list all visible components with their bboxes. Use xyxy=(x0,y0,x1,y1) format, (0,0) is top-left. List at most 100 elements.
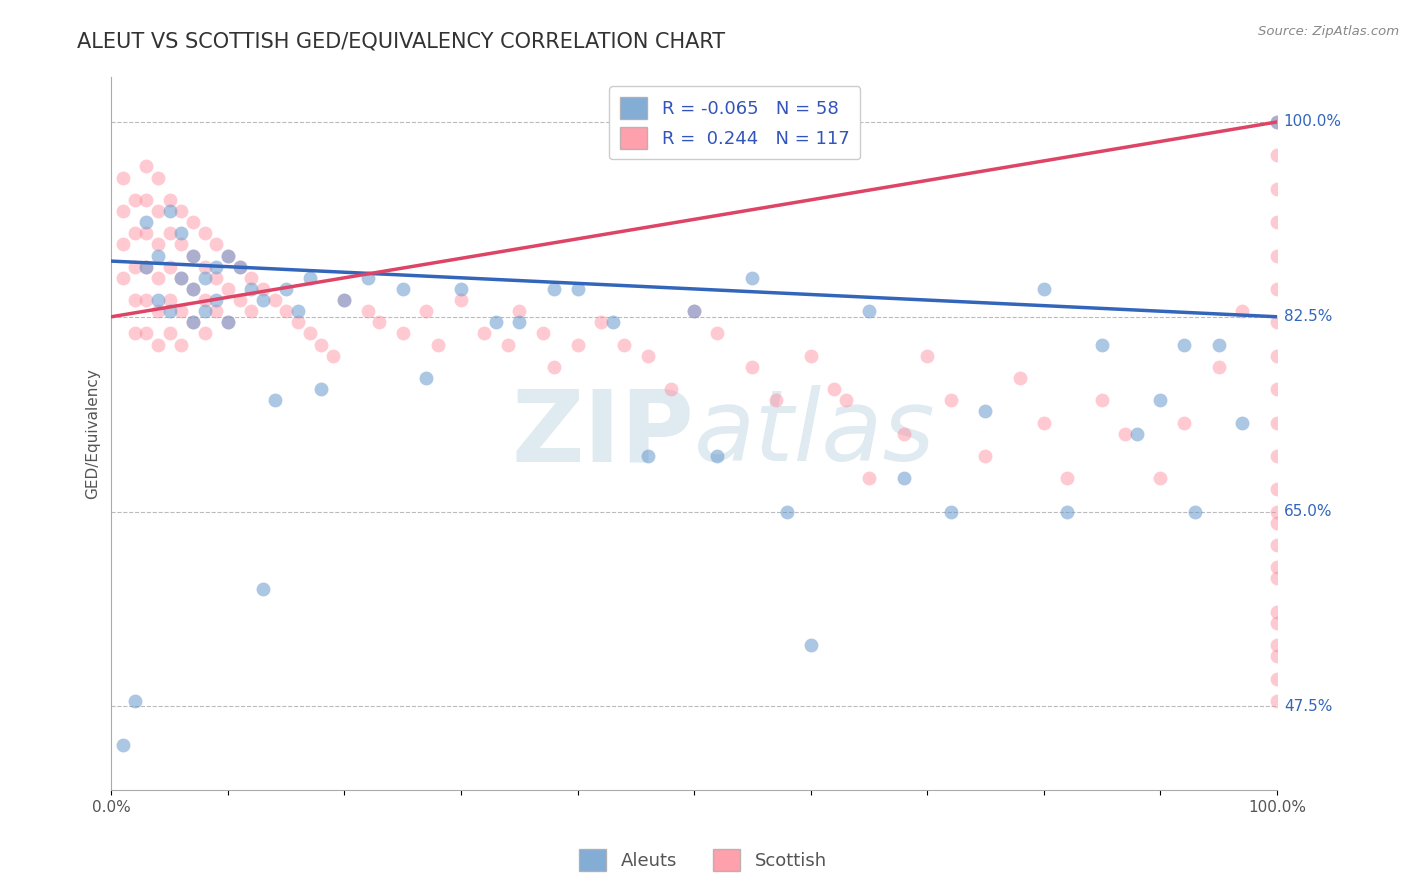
Text: 47.5%: 47.5% xyxy=(1284,698,1331,714)
Point xyxy=(589,315,612,329)
Point xyxy=(217,248,239,262)
Point xyxy=(391,326,413,341)
Point xyxy=(135,193,157,207)
Point xyxy=(124,193,146,207)
Point xyxy=(112,170,135,185)
Point xyxy=(298,326,321,341)
Point xyxy=(1265,449,1288,463)
Point xyxy=(228,293,250,307)
Point xyxy=(135,160,157,174)
Point xyxy=(1265,560,1288,574)
Point xyxy=(834,393,856,408)
Point xyxy=(159,204,181,219)
Point xyxy=(146,293,169,307)
Point xyxy=(776,504,799,518)
Legend: Aleuts, Scottish: Aleuts, Scottish xyxy=(572,842,834,879)
Point xyxy=(602,315,624,329)
Point xyxy=(357,270,380,285)
Point xyxy=(170,337,193,351)
Point xyxy=(124,694,146,708)
Point xyxy=(146,304,169,318)
Point xyxy=(637,449,659,463)
Point xyxy=(124,293,146,307)
Point xyxy=(637,349,659,363)
Point xyxy=(741,359,763,374)
Point xyxy=(252,582,274,597)
Point xyxy=(974,449,997,463)
Point xyxy=(124,260,146,274)
Point xyxy=(858,304,880,318)
Point xyxy=(181,315,204,329)
Point xyxy=(194,326,217,341)
Point xyxy=(613,337,636,351)
Point xyxy=(508,304,530,318)
Point xyxy=(240,270,263,285)
Point xyxy=(1230,304,1253,318)
Point xyxy=(159,193,181,207)
Point xyxy=(322,349,344,363)
Point xyxy=(159,293,181,307)
Point xyxy=(357,304,380,318)
Point xyxy=(1032,282,1054,296)
Point xyxy=(252,282,274,296)
Point xyxy=(194,293,217,307)
Point xyxy=(1091,337,1114,351)
Point xyxy=(426,337,449,351)
Point xyxy=(205,293,228,307)
Point xyxy=(1265,694,1288,708)
Point xyxy=(1265,282,1288,296)
Point xyxy=(309,382,332,396)
Point xyxy=(858,471,880,485)
Point xyxy=(287,304,309,318)
Point xyxy=(135,227,157,241)
Point xyxy=(1265,638,1288,652)
Point xyxy=(170,270,193,285)
Point xyxy=(1056,504,1078,518)
Point xyxy=(450,282,472,296)
Point xyxy=(146,237,169,252)
Point xyxy=(1126,426,1149,441)
Point xyxy=(1265,115,1288,129)
Point xyxy=(1265,349,1288,363)
Point xyxy=(915,349,938,363)
Point xyxy=(1265,605,1288,619)
Point xyxy=(194,260,217,274)
Point xyxy=(1173,337,1195,351)
Point xyxy=(309,337,332,351)
Point xyxy=(263,293,285,307)
Point xyxy=(1149,471,1171,485)
Point xyxy=(146,248,169,262)
Point xyxy=(333,293,356,307)
Point xyxy=(1184,504,1206,518)
Point xyxy=(567,337,589,351)
Point xyxy=(683,304,706,318)
Point xyxy=(276,304,298,318)
Point xyxy=(159,304,181,318)
Point xyxy=(181,282,204,296)
Point xyxy=(800,349,823,363)
Point xyxy=(706,449,728,463)
Point xyxy=(112,204,135,219)
Point xyxy=(800,638,823,652)
Point xyxy=(124,326,146,341)
Point xyxy=(1265,115,1288,129)
Point xyxy=(135,326,157,341)
Text: 65.0%: 65.0% xyxy=(1284,504,1333,519)
Point xyxy=(893,426,915,441)
Point xyxy=(659,382,682,396)
Point xyxy=(228,260,250,274)
Point xyxy=(683,304,706,318)
Point xyxy=(135,215,157,229)
Point xyxy=(939,393,962,408)
Point xyxy=(1091,393,1114,408)
Point xyxy=(391,282,413,296)
Point xyxy=(472,326,495,341)
Text: ALEUT VS SCOTTISH GED/EQUIVALENCY CORRELATION CHART: ALEUT VS SCOTTISH GED/EQUIVALENCY CORREL… xyxy=(77,31,725,51)
Point xyxy=(181,282,204,296)
Point xyxy=(170,204,193,219)
Point xyxy=(1056,471,1078,485)
Point xyxy=(1173,416,1195,430)
Point xyxy=(1265,538,1288,552)
Point xyxy=(205,260,228,274)
Point xyxy=(1208,337,1230,351)
